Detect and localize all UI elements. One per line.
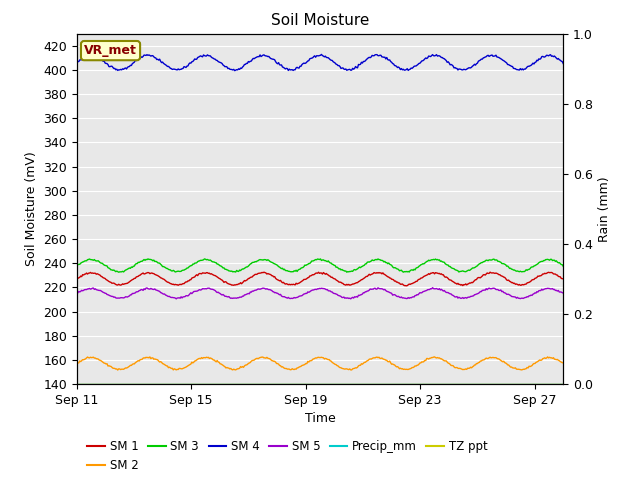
- X-axis label: Time: Time: [305, 412, 335, 425]
- Y-axis label: Rain (mm): Rain (mm): [598, 176, 611, 241]
- Title: Soil Moisture: Soil Moisture: [271, 13, 369, 28]
- Text: VR_met: VR_met: [84, 44, 137, 57]
- Legend: SM 1, SM 2, SM 3, SM 4, SM 5, Precip_mm, TZ ppt: SM 1, SM 2, SM 3, SM 4, SM 5, Precip_mm,…: [83, 435, 492, 477]
- Y-axis label: Soil Moisture (mV): Soil Moisture (mV): [25, 151, 38, 266]
